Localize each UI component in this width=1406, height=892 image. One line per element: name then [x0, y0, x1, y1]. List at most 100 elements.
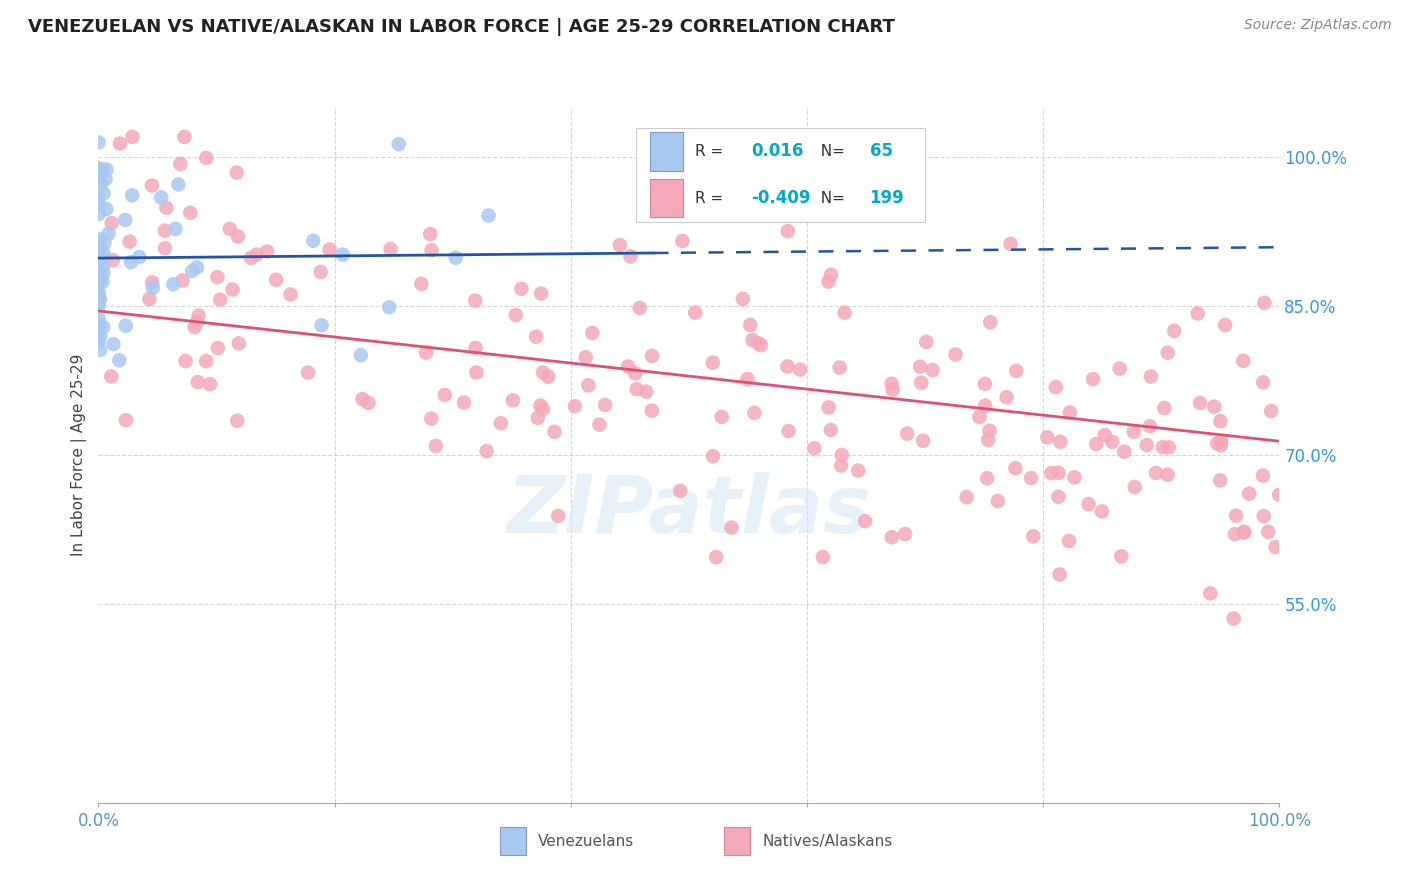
Point — [747, 336, 769, 351]
Point — [420, 243, 443, 257]
Point — [96, 202, 118, 216]
Point — [749, 338, 772, 352]
Point — [817, 401, 839, 415]
Point — [173, 129, 195, 144]
Point — [575, 351, 598, 365]
Point — [226, 229, 249, 244]
Point — [1187, 307, 1209, 321]
Point — [1140, 369, 1163, 384]
Point — [150, 190, 173, 204]
Point — [531, 366, 554, 380]
Point — [87, 232, 110, 246]
Point — [465, 366, 488, 380]
Point — [141, 276, 163, 290]
Point — [91, 320, 114, 334]
Point — [87, 171, 110, 186]
Point — [880, 530, 903, 544]
Point — [1257, 524, 1279, 539]
Point — [477, 209, 499, 223]
Point — [89, 246, 111, 260]
Point — [87, 334, 110, 349]
Point — [820, 423, 842, 437]
Point — [198, 377, 221, 392]
Text: N=: N= — [811, 191, 849, 206]
Text: R =: R = — [695, 191, 728, 206]
Point — [91, 245, 114, 260]
Point — [1139, 419, 1161, 434]
Point — [350, 348, 373, 362]
Point — [547, 508, 569, 523]
Point — [896, 426, 918, 441]
Point — [155, 201, 177, 215]
Point — [1251, 376, 1274, 390]
Text: N=: N= — [811, 144, 849, 159]
Point — [1232, 353, 1254, 368]
Point — [464, 341, 486, 355]
Point — [669, 483, 692, 498]
Point — [1199, 586, 1222, 600]
Point — [1253, 509, 1275, 524]
Point — [626, 382, 648, 396]
Point — [172, 273, 194, 287]
Point — [444, 251, 467, 265]
Text: 65: 65 — [870, 143, 893, 161]
Point — [87, 318, 110, 332]
Point — [101, 216, 124, 230]
Bar — [501, 827, 526, 855]
Point — [121, 188, 143, 202]
Point — [89, 328, 111, 343]
Point — [181, 264, 204, 278]
Point — [169, 157, 191, 171]
Text: ZIPatlas: ZIPatlas — [506, 472, 872, 549]
Point — [531, 402, 554, 417]
Point — [974, 376, 997, 391]
Point — [915, 334, 938, 349]
Point — [352, 392, 374, 406]
Point — [207, 341, 229, 355]
Point — [114, 318, 136, 333]
Text: Source: ZipAtlas.com: Source: ZipAtlas.com — [1244, 18, 1392, 32]
Point — [564, 399, 586, 413]
Point — [1157, 441, 1180, 455]
Point — [1156, 467, 1178, 482]
Point — [1094, 428, 1116, 442]
Point — [776, 224, 799, 238]
Point — [776, 359, 799, 374]
Point — [1049, 567, 1071, 582]
Point — [87, 243, 110, 257]
Point — [153, 224, 176, 238]
Point — [737, 372, 759, 386]
Point — [280, 287, 302, 301]
Point — [530, 286, 553, 301]
Point — [93, 235, 115, 250]
Point — [543, 425, 565, 439]
Point — [1077, 497, 1099, 511]
Point — [87, 198, 110, 212]
Point — [128, 250, 150, 264]
Text: -0.409: -0.409 — [752, 189, 811, 207]
Point — [1022, 529, 1045, 543]
Point — [1005, 364, 1028, 378]
Point — [641, 349, 664, 363]
Point — [593, 398, 616, 412]
Point — [332, 247, 354, 261]
Point — [87, 236, 110, 251]
Point — [1222, 611, 1244, 625]
Point — [1114, 444, 1136, 458]
Point — [1188, 396, 1211, 410]
Point — [302, 234, 325, 248]
Point — [207, 270, 229, 285]
Point — [502, 393, 524, 408]
Point — [683, 305, 706, 319]
Point — [318, 243, 340, 257]
Point — [987, 494, 1010, 508]
Point — [1233, 525, 1256, 540]
Point — [1206, 436, 1229, 450]
Point — [911, 434, 934, 448]
Point — [162, 277, 184, 292]
Point — [419, 227, 441, 241]
Point — [195, 354, 218, 368]
Point — [811, 549, 834, 564]
Point — [93, 186, 115, 201]
Point — [1213, 318, 1236, 332]
